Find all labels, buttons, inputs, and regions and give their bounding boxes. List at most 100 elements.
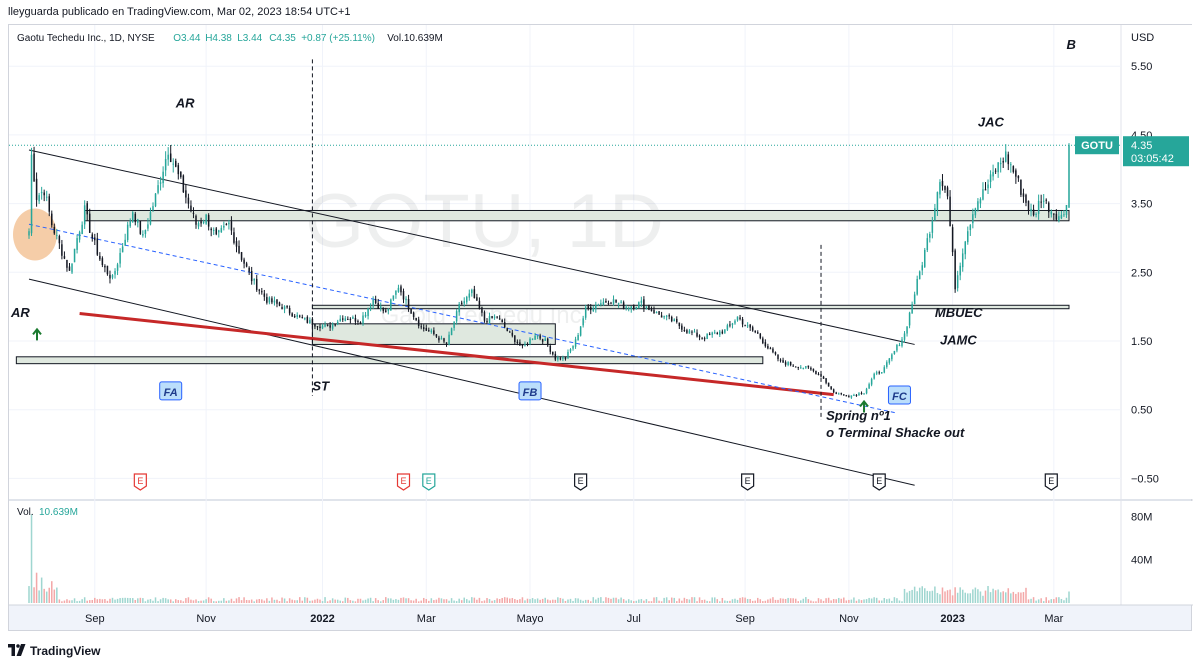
candle-body xyxy=(868,384,870,389)
volume-bar xyxy=(443,599,445,603)
volume-bar xyxy=(977,589,979,603)
candle-body xyxy=(1012,166,1015,172)
volume-bar xyxy=(1060,598,1063,603)
volume-bar xyxy=(1040,598,1042,603)
candle-body xyxy=(880,372,883,374)
candle-body xyxy=(71,263,73,273)
candle-body xyxy=(415,317,417,321)
volume-bar xyxy=(278,601,281,603)
candle-body xyxy=(936,192,939,211)
candle-body xyxy=(121,246,124,253)
volume-bar xyxy=(129,598,131,603)
volume-bar xyxy=(825,598,827,603)
candle-body xyxy=(223,225,225,228)
candle-body xyxy=(1055,213,1058,220)
candle-body xyxy=(693,331,696,333)
candle-body xyxy=(832,389,835,393)
candle-body xyxy=(344,318,347,321)
candle-body xyxy=(281,307,283,310)
volume-bar xyxy=(195,599,197,603)
candle-body xyxy=(491,316,493,318)
candle-body xyxy=(331,323,334,329)
volume-bar xyxy=(68,600,71,603)
volume-bar xyxy=(387,598,390,603)
candle-body xyxy=(390,299,392,311)
volume-bar xyxy=(873,597,875,603)
candle-body xyxy=(240,252,243,260)
volume-bar xyxy=(455,601,458,603)
volume-bar xyxy=(630,600,632,603)
candle-body xyxy=(992,172,994,177)
candle-body xyxy=(625,307,627,309)
volume-bar xyxy=(339,600,341,603)
candle-body xyxy=(202,222,205,224)
candle-body xyxy=(68,266,71,271)
volume-bar xyxy=(460,600,463,603)
volume-bar xyxy=(288,598,291,603)
volume-bar xyxy=(218,600,220,603)
candle-body xyxy=(875,372,878,374)
candle-body xyxy=(1032,209,1035,216)
volume-bar xyxy=(83,597,86,603)
candle-body xyxy=(438,337,440,341)
volume-bar xyxy=(1063,600,1065,603)
volume-bar xyxy=(617,599,620,603)
candle-body xyxy=(228,222,230,225)
volume-bar xyxy=(678,598,681,603)
volume-bar xyxy=(1037,599,1040,603)
volume-bar xyxy=(223,598,225,603)
candle-body xyxy=(944,185,946,190)
volume-bar xyxy=(326,601,329,603)
candle-body xyxy=(466,296,468,303)
volume-bar xyxy=(281,597,283,603)
volume-bar xyxy=(106,600,109,603)
candle-body xyxy=(797,367,800,369)
volume-bar xyxy=(653,597,655,603)
candle-body xyxy=(627,307,630,309)
volume-bar xyxy=(782,598,784,603)
candle-body xyxy=(266,297,268,303)
volume-bar xyxy=(263,600,266,603)
chart-frame[interactable]: 5.50 4.50 3.50 2.50 1.50 0.50 −0.50 Sep Nov 2022 M… xyxy=(8,24,1193,632)
volume-bar xyxy=(612,597,615,603)
candle-body xyxy=(873,373,875,379)
candle-body xyxy=(357,320,359,322)
candle-body xyxy=(939,182,941,195)
candle-body xyxy=(870,379,873,385)
volume-bar xyxy=(817,598,820,603)
candle-body xyxy=(607,303,610,305)
candle-body xyxy=(592,308,595,312)
volume-bar xyxy=(810,600,812,603)
phase-label: FC xyxy=(892,391,908,403)
volume-bar xyxy=(448,600,450,603)
candle-body xyxy=(754,330,756,333)
volume-bar xyxy=(587,599,589,603)
candle-body xyxy=(524,344,526,346)
earnings-marker-icon xyxy=(574,473,588,491)
volume-bar xyxy=(142,598,144,603)
volume-bar xyxy=(1030,598,1032,603)
candle-body xyxy=(622,302,625,309)
volume-bar xyxy=(121,597,124,603)
candle-body xyxy=(124,239,126,246)
volume-bar xyxy=(450,598,453,603)
volume-bar xyxy=(698,597,701,603)
candle-body xyxy=(934,208,936,221)
volume-bar xyxy=(835,599,837,603)
candle-body xyxy=(792,365,794,367)
volume-bar xyxy=(729,600,731,603)
volume-bar xyxy=(235,598,238,603)
candle-body xyxy=(898,345,901,347)
candle-body xyxy=(1017,175,1020,179)
volume-bar xyxy=(410,600,412,603)
candle-body xyxy=(468,293,471,298)
candle-body xyxy=(746,325,749,327)
volume-bar xyxy=(496,598,498,603)
candle-body xyxy=(620,301,622,303)
wyckoff-annotation: Spring nº1 xyxy=(826,408,891,423)
lower-channel-line xyxy=(28,278,915,486)
volume-bar xyxy=(959,587,961,603)
phase-label: FA xyxy=(164,387,178,399)
price-tick-label: 0.50 xyxy=(1131,405,1152,417)
